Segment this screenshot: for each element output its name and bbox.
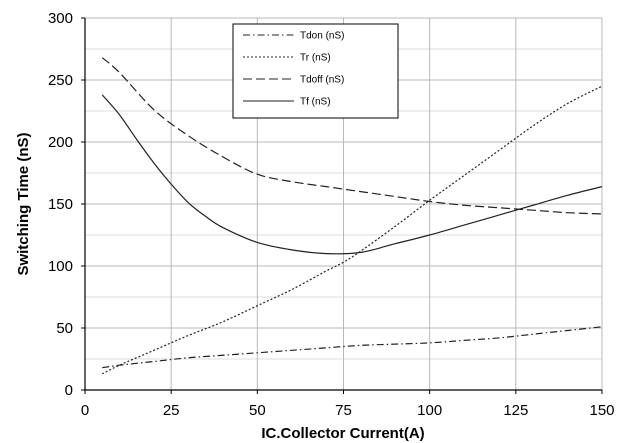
y-tick-label: 100 xyxy=(48,258,73,275)
y-tick-label: 250 xyxy=(48,72,73,89)
legend-label: Tr (nS) xyxy=(300,53,331,64)
x-tick-label: 25 xyxy=(163,402,180,419)
y-tick-label: 300 xyxy=(48,10,73,27)
legend-box xyxy=(232,23,399,119)
x-tick-label: 125 xyxy=(503,402,528,419)
series-line-solid xyxy=(101,94,603,255)
series-line-dotted xyxy=(101,85,603,375)
legend-items: Tdon (nS) Tr (nS) Tdoff (nS) Tf (nS) xyxy=(243,31,344,108)
series-layer xyxy=(101,57,603,375)
x-tick-label: 50 xyxy=(249,402,266,419)
y-tick-label: 150 xyxy=(48,196,73,213)
x-axis-title: IC.Collector Current(A) xyxy=(261,425,424,442)
y-tick-label: 0 xyxy=(65,382,73,399)
y-tick-labels: 0 50 100 150 200 250 300 xyxy=(48,10,85,399)
x-tick-label: 100 xyxy=(417,402,442,419)
legend-label: Tdon (nS) xyxy=(300,31,344,42)
x-tick-label: 75 xyxy=(335,402,352,419)
y-tick-label: 50 xyxy=(56,320,73,337)
legend: Tdon (nS) Tr (nS) Tdoff (nS) Tf (nS) xyxy=(232,23,399,119)
x-tick-label: 150 xyxy=(589,402,614,419)
legend-label: Tf (nS) xyxy=(300,97,331,108)
series-line-dashdot xyxy=(102,326,603,369)
x-tick-labels: 0 25 50 75 100 125 150 xyxy=(81,390,615,419)
series-line-dashed xyxy=(101,57,603,215)
legend-label: Tdoff (nS) xyxy=(300,75,344,86)
y-tick-label: 200 xyxy=(48,134,73,151)
y-axis-title: Switching Time (nS) xyxy=(15,132,32,275)
x-tick-label: 0 xyxy=(81,402,89,419)
